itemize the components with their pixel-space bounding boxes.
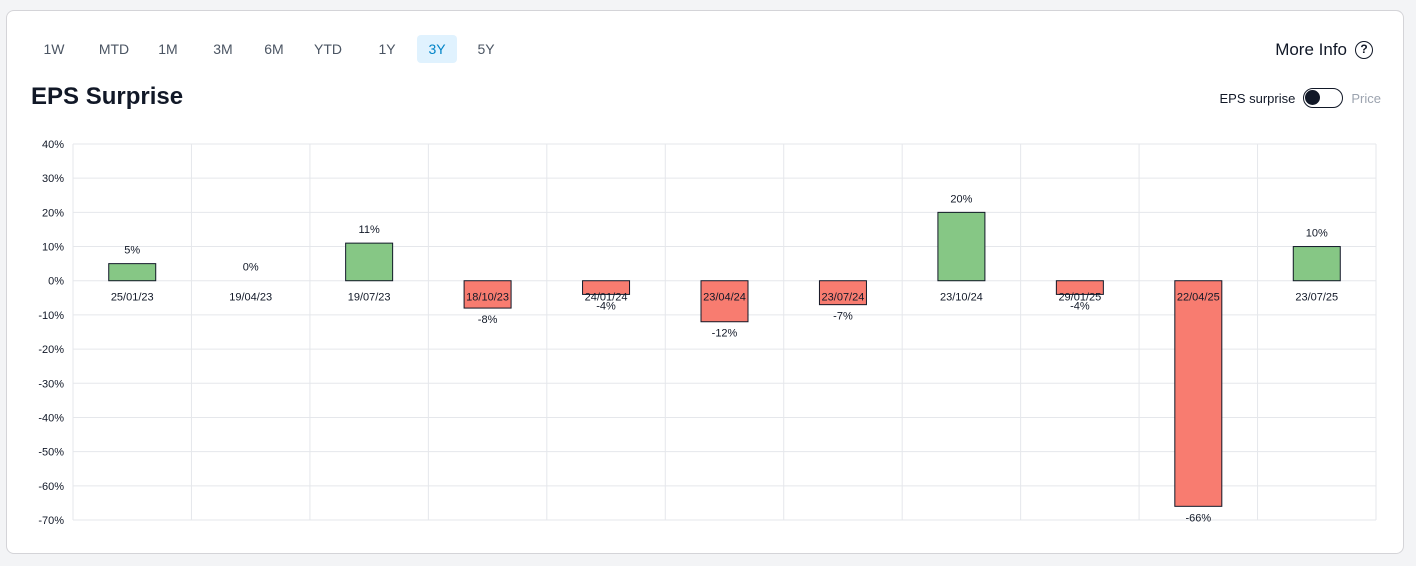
value-label: 11% xyxy=(359,224,380,236)
tab-3y[interactable]: 3Y xyxy=(417,35,457,63)
tab-3m[interactable]: 3M xyxy=(213,41,233,57)
x-tick-label: 19/07/23 xyxy=(348,292,391,304)
y-tick-label: -30% xyxy=(38,378,64,390)
value-label: -12% xyxy=(712,328,738,340)
view-toggle: EPS surprise Price xyxy=(1219,87,1381,109)
tab-1m[interactable]: 1M xyxy=(158,41,178,57)
value-label: -4% xyxy=(1070,300,1090,312)
bar-23/04/24 xyxy=(700,280,749,323)
x-tick-label: 23/07/24 xyxy=(822,292,865,304)
x-tick-label: 23/10/24 xyxy=(940,292,983,304)
value-label: 5% xyxy=(124,245,140,257)
tab-5y[interactable]: 5Y xyxy=(477,41,495,57)
y-tick-label: -70% xyxy=(38,515,64,527)
x-tick-label: 25/01/23 xyxy=(111,292,154,304)
bar-29/01/25 xyxy=(1055,280,1104,295)
toggle-label-eps: EPS surprise xyxy=(1219,90,1296,106)
value-label: -66% xyxy=(1185,512,1211,524)
tab-1y[interactable]: 1Y xyxy=(378,41,396,57)
y-tick-label: 30% xyxy=(42,173,64,185)
bar-19/07/23 xyxy=(345,242,394,282)
chart-title: EPS Surprise xyxy=(31,83,184,110)
value-label: -7% xyxy=(833,311,853,323)
tab-mtd[interactable]: MTD xyxy=(98,41,130,57)
y-tick-label: 10% xyxy=(42,242,64,254)
x-tick-label: 22/04/25 xyxy=(1177,292,1220,304)
x-tick-label: 29/01/25 xyxy=(1058,292,1101,304)
help-icon: ? xyxy=(1355,41,1373,59)
bar-18/10/23 xyxy=(463,280,512,309)
tab-1w[interactable]: 1W xyxy=(43,41,65,57)
y-tick-label: -40% xyxy=(38,412,64,424)
y-tick-label: 40% xyxy=(42,139,64,151)
x-tick-label: 19/04/23 xyxy=(229,292,272,304)
more-info-label: More Info xyxy=(1275,40,1347,59)
bar-23/07/24 xyxy=(818,280,867,306)
y-tick-label: -50% xyxy=(38,447,64,459)
y-tick-label: -20% xyxy=(38,344,64,356)
view-toggle-switch[interactable] xyxy=(1303,88,1344,108)
bar-25/01/23 xyxy=(108,263,157,282)
bar-23/10/24 xyxy=(937,211,986,282)
more-info-button[interactable]: More Info ? xyxy=(1275,39,1373,61)
x-tick-label: 23/07/25 xyxy=(1295,292,1338,304)
bar-22/04/25 xyxy=(1174,280,1223,507)
value-label: 20% xyxy=(950,193,972,205)
tab-6m[interactable]: 6M xyxy=(264,41,284,57)
bar-23/07/25 xyxy=(1292,246,1341,282)
value-label: 0% xyxy=(243,262,259,274)
y-tick-label: -10% xyxy=(38,310,64,322)
bar-24/01/24 xyxy=(582,280,631,295)
value-label: -8% xyxy=(478,314,498,326)
toggle-knob xyxy=(1305,90,1321,105)
x-tick-label: 23/04/24 xyxy=(703,292,746,304)
y-tick-label: 20% xyxy=(42,207,64,219)
tab-ytd[interactable]: YTD xyxy=(314,41,342,57)
value-label: 10% xyxy=(1306,228,1328,240)
toggle-label-price: Price xyxy=(1351,90,1381,106)
value-label: -4% xyxy=(596,300,616,312)
y-tick-label: 0% xyxy=(48,276,64,288)
y-tick-label: -60% xyxy=(38,481,64,493)
x-tick-label: 24/01/24 xyxy=(585,292,628,304)
x-tick-label: 18/10/23 xyxy=(466,292,509,304)
